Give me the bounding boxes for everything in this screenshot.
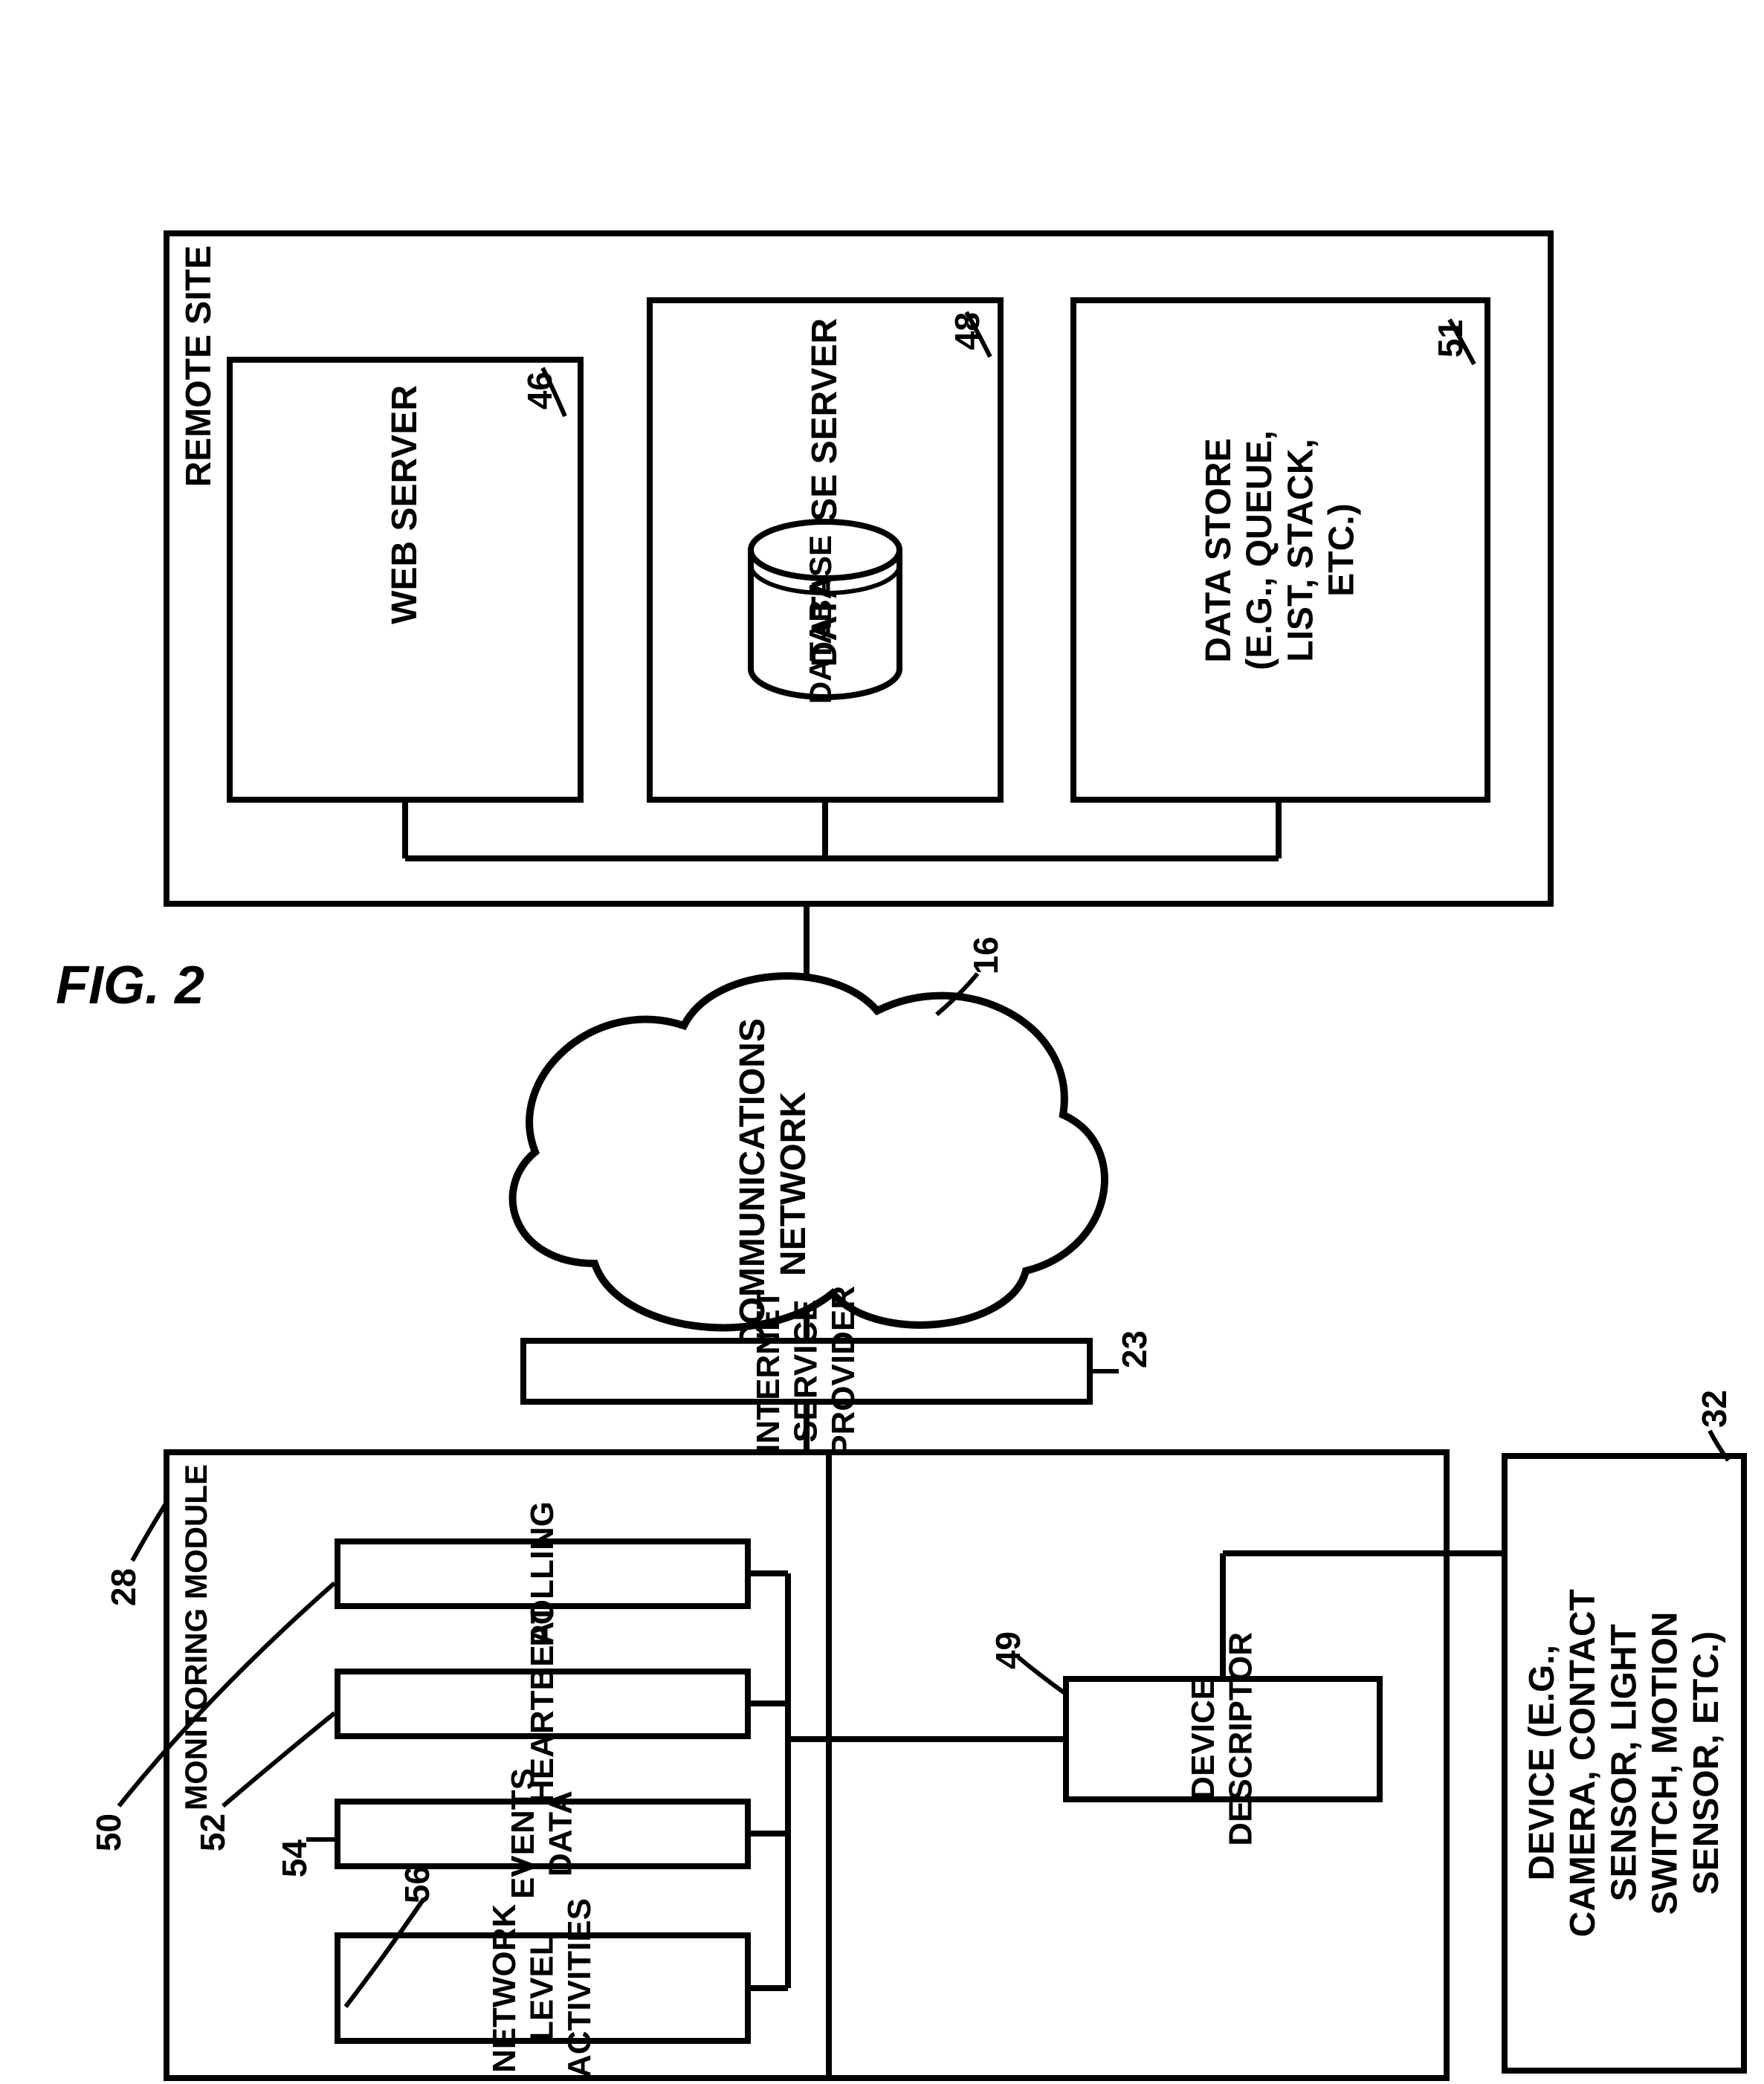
heartbeat-ref: 52 <box>193 1813 233 1851</box>
database-server-ref: 48 <box>948 312 987 350</box>
monitoring-module-ref: 28 <box>104 1568 143 1606</box>
device-descriptor-box: DEVICE DESCRIPTOR <box>1063 1676 1383 1802</box>
network-activities-label: NETWORK LEVEL ACTIVITIES <box>486 1898 599 2078</box>
device-descriptor-label: DEVICE DESCRIPTOR <box>1185 1632 1260 1846</box>
network-activities-box: NETWORK LEVEL ACTIVITIES <box>335 1932 751 2044</box>
heartbeat-box: HEARTBEAT <box>335 1669 751 1739</box>
data-store-label: DATA STORE (E.G., QUEUE, LIST, STACK, ET… <box>1198 430 1363 670</box>
web-server-ref: 46 <box>520 372 560 410</box>
device-ref: 32 <box>1695 1390 1734 1428</box>
data-store-ref: 51 <box>1431 320 1470 357</box>
isp-label: INTERNET SERVICE PROVIDER <box>750 1286 863 1457</box>
device-label: DEVICE (E.G., CAMERA, CONTACT SENSOR, LI… <box>1522 1589 1727 1937</box>
remote-site-title: REMOTE SITE <box>178 245 219 487</box>
database-label: DATABASE <box>803 535 839 704</box>
monitoring-module-label: MONITORING MODULE <box>178 1464 214 1810</box>
polling-box: POLLING <box>335 1538 751 1609</box>
events-ref: 54 <box>275 1839 314 1877</box>
data-store-box: DATA STORE (E.G., QUEUE, LIST, STACK, ET… <box>1070 297 1490 803</box>
diagram-canvas: FIG. 2 REMOTE SITE WEB SERVER 46 DATABAS… <box>0 0 1764 2084</box>
network-activities-ref: 56 <box>398 1865 437 1903</box>
isp-ref: 23 <box>1115 1330 1154 1368</box>
events-box: EVENTS DATA <box>335 1799 751 1869</box>
events-label: EVENTS DATA <box>505 1768 580 1899</box>
web-server-label: WEB SERVER <box>384 385 425 624</box>
device-box: DEVICE (E.G., CAMERA, CONTACT SENSOR, LI… <box>1502 1453 1747 2074</box>
isp-box: INTERNET SERVICE PROVIDER <box>520 1338 1093 1405</box>
web-server-box: WEB SERVER <box>227 357 584 803</box>
device-descriptor-ref: 49 <box>989 1631 1028 1669</box>
cloud-ref: 16 <box>966 936 1006 974</box>
polling-ref: 50 <box>89 1813 129 1851</box>
figure-title: FIG. 2 <box>56 955 204 1016</box>
